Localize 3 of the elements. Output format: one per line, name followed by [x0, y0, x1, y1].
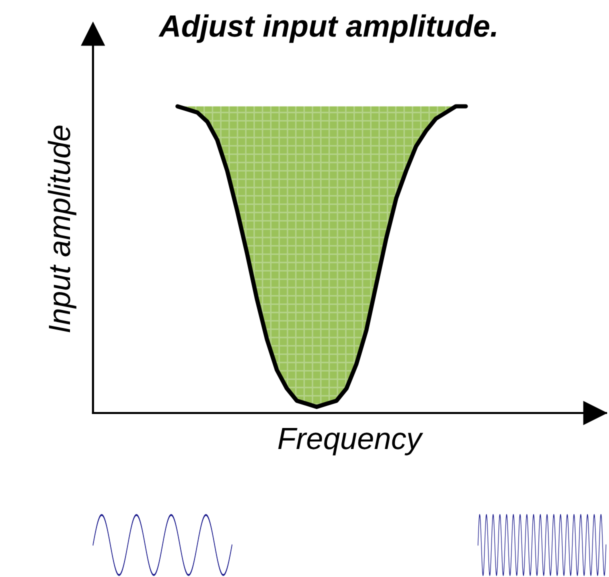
y-axis-title: Input amplitude	[48, 126, 76, 332]
chart-title: Adjust input amplitude.	[158, 14, 496, 43]
x-axis-title: Frequency	[278, 428, 424, 456]
